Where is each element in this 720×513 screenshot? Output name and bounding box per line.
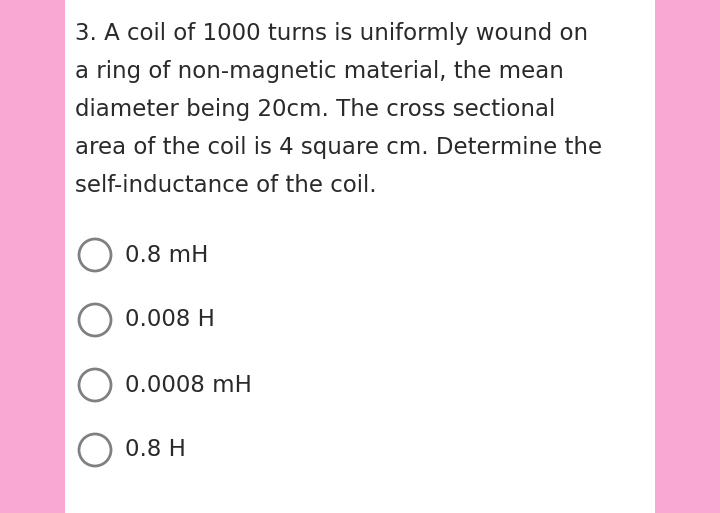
Text: 0.008 H: 0.008 H <box>125 308 215 331</box>
Text: 3. A coil of 1000 turns is uniformly wound on: 3. A coil of 1000 turns is uniformly wou… <box>75 22 588 45</box>
Text: 0.0008 mH: 0.0008 mH <box>125 373 252 397</box>
Text: diameter being 20cm. The cross sectional: diameter being 20cm. The cross sectional <box>75 98 555 121</box>
Bar <box>0 0 65 513</box>
Text: 0.8 H: 0.8 H <box>125 439 186 462</box>
Text: a ring of non-magnetic material, the mean: a ring of non-magnetic material, the mea… <box>75 60 564 83</box>
Text: 0.8 mH: 0.8 mH <box>125 244 208 266</box>
Text: area of the coil is 4 square cm. Determine the: area of the coil is 4 square cm. Determi… <box>75 136 602 159</box>
Text: self-inductance of the coil.: self-inductance of the coil. <box>75 174 377 197</box>
Bar <box>655 0 720 513</box>
